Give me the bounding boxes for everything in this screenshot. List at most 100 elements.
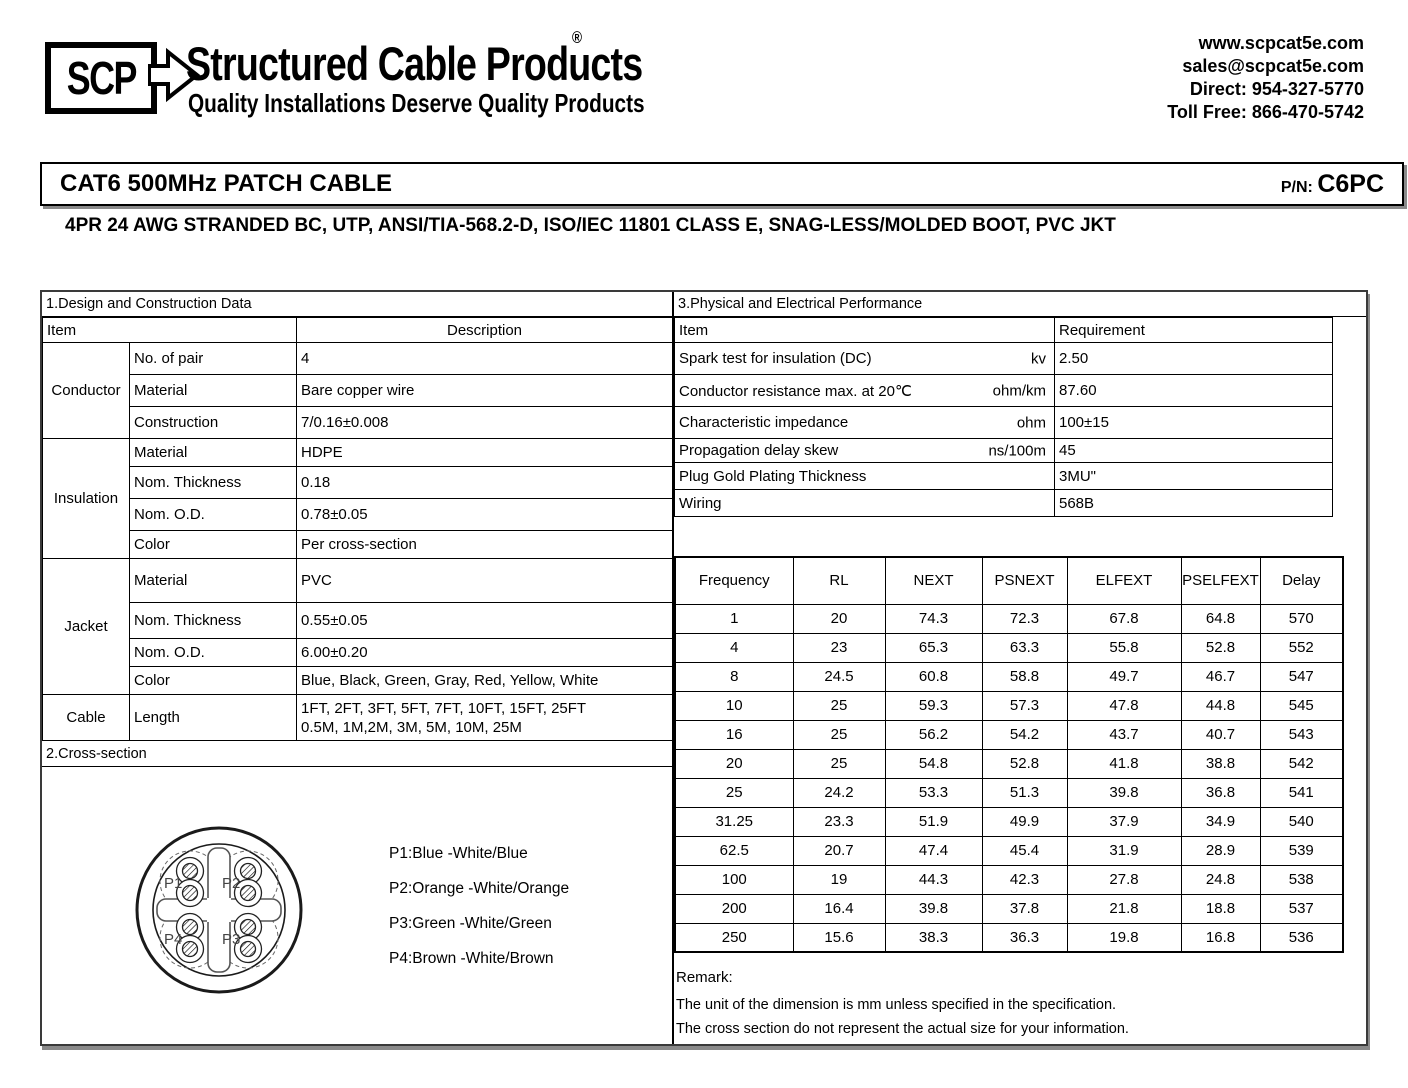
design-description-cell: HDPE <box>296 438 673 467</box>
perf-item-cell: Propagation delay skew ns/100m <box>674 438 1055 463</box>
freq-value-cell: 541 <box>1259 777 1344 808</box>
freq-value-cell: 65.3 <box>884 632 983 663</box>
freq-value-cell: 42.3 <box>981 864 1068 895</box>
pair-color-legend: P1:Blue -White/Blue P2:Orange -White/Ora… <box>389 845 569 985</box>
table-row: 4 23 65.3 63.3 55.8 52.8 552 <box>674 632 1344 663</box>
table-row: 8 24.5 60.8 58.8 49.7 46.7 547 <box>674 661 1344 692</box>
freq-value-cell: 538 <box>1259 864 1344 895</box>
perf-requirement-cell: 87.60 <box>1054 374 1333 407</box>
freq-value-cell: 51.9 <box>884 806 983 837</box>
freq-value-cell: 539 <box>1259 835 1344 866</box>
table-row: Conductor resistance max. at 20℃ ohm/km 87… <box>674 374 1333 407</box>
perf-item-label: Plug Gold Plating Thickness <box>679 467 867 485</box>
perf-unit-label: ohm/km <box>992 382 1046 399</box>
freq-value-cell: 20.7 <box>792 835 886 866</box>
spec-subtitle: 4PR 24 AWG STRANDED BC, UTP, ANSI/TIA-56… <box>65 215 1116 236</box>
registered-mark: ® <box>571 28 582 48</box>
freq-value-cell: 536 <box>1259 922 1344 953</box>
perf-requirement-cell: 100±15 <box>1054 406 1333 439</box>
freq-value-cell: 41.8 <box>1066 748 1182 779</box>
remark-label: Remark: <box>676 969 733 986</box>
perf-col-item: Item <box>674 317 1055 343</box>
scp-logo-text: SCP <box>66 52 137 104</box>
design-group-label: Jacket <box>42 558 130 695</box>
contact-tollfree-phone: Toll Free: 866-470-5742 <box>1167 102 1364 122</box>
freq-value-cell: 67.8 <box>1066 603 1182 634</box>
part-number: P/N: C6PC <box>1281 170 1384 199</box>
contact-website: www.scpcat5e.com <box>1198 33 1364 53</box>
perf-item-cell: Characteristic impedance ohm <box>674 406 1055 439</box>
freq-value-cell: 570 <box>1259 603 1344 634</box>
table-row: Plug Gold Plating Thickness 3MU" <box>674 462 1333 490</box>
table-row: 20 25 54.8 52.8 41.8 38.8 542 <box>674 748 1344 779</box>
design-description-cell: Bare copper wire <box>296 374 673 407</box>
page-title: CAT6 500MHz PATCH CABLE <box>60 170 393 197</box>
freq-value-cell: 19 <box>792 864 886 895</box>
freq-value-cell: 74.3 <box>884 603 983 634</box>
freq-value-cell: 39.8 <box>884 893 983 924</box>
table-row: 200 16.4 39.8 37.8 21.8 18.8 537 <box>674 893 1344 924</box>
table-row: 1 20 74.3 72.3 67.8 64.8 570 <box>674 603 1344 634</box>
cross-section-diagram-area: P1 P2 P4 P3 P1:Blue -White/Blue P2:Orang… <box>42 767 672 1048</box>
freq-header-cell: PSELFEXT <box>1180 556 1261 605</box>
design-description-cell: Per cross-section <box>296 530 673 559</box>
perf-item-cell: Plug Gold Plating Thickness <box>674 462 1055 490</box>
design-item-cell: Color <box>129 666 297 695</box>
table-row: 250 15.6 38.3 36.3 19.8 16.8 536 <box>674 922 1344 953</box>
design-group-label: Conductor <box>42 342 130 439</box>
freq-value-cell: 16.8 <box>1180 922 1261 953</box>
freq-value-cell: 25 <box>792 748 886 779</box>
title-bar: CAT6 500MHz PATCH CABLE P/N: C6PC <box>40 162 1404 206</box>
freq-value-cell: 53.3 <box>884 777 983 808</box>
design-item-cell: Material <box>129 374 297 407</box>
freq-value-cell: 10 <box>674 690 794 721</box>
freq-value-cell: 8 <box>674 661 794 692</box>
freq-header-cell: PSNEXT <box>981 556 1068 605</box>
design-item-cell: Construction <box>129 406 297 439</box>
remark-line: The cross section do not represent the a… <box>676 1021 1129 1037</box>
freq-value-cell: 54.2 <box>981 719 1068 750</box>
freq-value-cell: 62.5 <box>674 835 794 866</box>
table-row: Nom. O.D. 0.78±0.05 <box>43 498 673 531</box>
frequency-table: Frequency RL NEXT PSNEXT ELFEXT PSELFEXT Delay… <box>674 556 1344 953</box>
legend-pair1: P1:Blue -White/Blue <box>389 845 528 862</box>
freq-value-cell: 54.8 <box>884 748 983 779</box>
freq-value-cell: 20 <box>674 748 794 779</box>
freq-value-cell: 56.2 <box>884 719 983 750</box>
performance-pane: 3.Physical and Electrical Performance It… <box>674 292 1366 1044</box>
table-row: Spark test for insulation (DC) kv 2.50 <box>674 342 1333 375</box>
freq-value-cell: 57.3 <box>981 690 1068 721</box>
table-row: Nom. Thickness 0.18 <box>43 466 673 499</box>
design-item-cell: Nom. Thickness <box>129 602 297 639</box>
wire-pairs <box>175 856 263 964</box>
table-row: 62.5 20.7 47.4 45.4 31.9 28.9 539 <box>674 835 1344 866</box>
freq-value-cell: 49.9 <box>981 806 1068 837</box>
perf-item-label: Characteristic impedance <box>679 414 849 431</box>
design-item-cell: Material <box>129 438 297 467</box>
freq-header-cell: ELFEXT <box>1066 556 1182 605</box>
design-group-label: Insulation <box>42 438 130 559</box>
design-item-cell: Nom. Thickness <box>129 466 297 499</box>
design-description-cell: 1FT, 2FT, 3FT, 5FT, 7FT, 10FT, 15FT, 25F… <box>296 694 673 741</box>
perf-unit-label: ns/100m <box>988 442 1046 459</box>
design-col-item: Item <box>42 317 297 343</box>
table-row: Material Bare copper wire <box>43 374 673 407</box>
pair-label-p3: P3 <box>222 931 240 948</box>
freq-value-cell: 547 <box>1259 661 1344 692</box>
design-item-cell: Material <box>129 558 297 603</box>
design-description-cell: 6.00±0.20 <box>296 638 673 667</box>
remark-line: The unit of the dimension is mm unless s… <box>676 997 1117 1013</box>
table-row: Wiring 568B <box>674 489 1333 517</box>
design-description-cell: PVC <box>296 558 673 603</box>
table-row: Conductor No. of pair 4 <box>42 342 673 439</box>
freq-value-cell: 542 <box>1259 748 1344 779</box>
contact-direct-phone: Direct: 954-327-5770 <box>1189 79 1364 99</box>
design-item-cell: Color <box>129 530 297 559</box>
scp-logo-box: SCP <box>45 42 157 114</box>
remark-block: Remark: The unit of the dimension is mm … <box>676 969 1366 1037</box>
table-row: Cable Length 1FT, 2FT, 3FT, 5FT, 7FT, 10FT… <box>42 694 673 741</box>
freq-value-cell: 52.8 <box>981 748 1068 779</box>
perf-item-cell: Wiring <box>674 489 1055 517</box>
performance-table: Item Requirement Spark test for insulation… <box>674 317 1333 517</box>
